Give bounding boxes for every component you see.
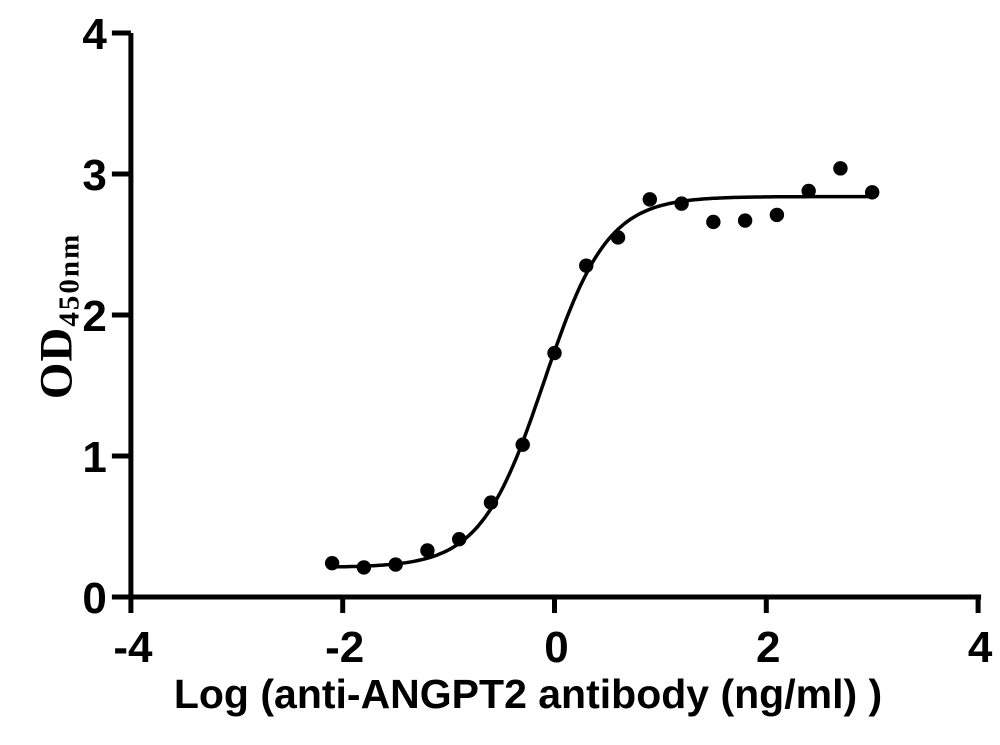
- data-point: [483, 495, 499, 510]
- x-tick-label: 0: [544, 623, 568, 672]
- y-tick-label: 2: [82, 292, 106, 341]
- data-point: [356, 560, 372, 575]
- data-point: [833, 161, 848, 176]
- data-point: [451, 531, 467, 547]
- data-point: [420, 543, 435, 558]
- data-point: [737, 213, 753, 228]
- y-axis-title: OD450nm: [29, 233, 86, 399]
- y-tick-label: 1: [82, 433, 106, 482]
- data-point: [801, 183, 816, 199]
- data-point: [706, 214, 721, 230]
- fit-curve: [332, 194, 873, 569]
- data-point: [324, 555, 340, 571]
- data-point: [388, 557, 403, 572]
- data-point: [642, 192, 658, 207]
- x-tick-label: 2: [756, 623, 780, 672]
- y-tick-label: 0: [82, 574, 106, 623]
- data-point: [547, 345, 562, 361]
- x-tick-label: -4: [113, 623, 153, 672]
- data-point: [865, 185, 880, 200]
- data-point: [515, 437, 530, 452]
- y-axis-title-main: OD: [30, 326, 83, 400]
- x-axis-title: Log (anti-ANGPT2 antibody (ng/ml) ): [173, 671, 883, 717]
- x-tick-label: -2: [325, 623, 364, 672]
- data-point: [769, 207, 785, 223]
- y-axis-title-subscript: 450nm: [53, 232, 86, 327]
- data-point: [674, 196, 689, 211]
- data-point: [579, 258, 594, 273]
- x-tick-label: 4: [968, 623, 993, 672]
- data-point: [610, 230, 626, 245]
- y-tick-label: 3: [82, 151, 106, 200]
- y-tick-label: 4: [82, 10, 107, 59]
